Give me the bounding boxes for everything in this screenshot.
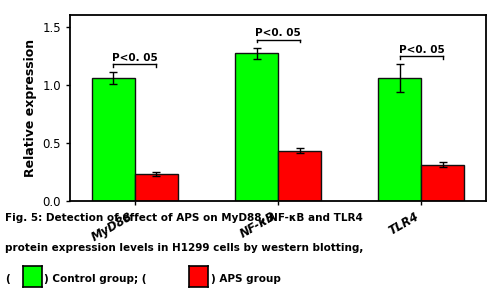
Bar	[235, 54, 278, 201]
Bar	[278, 151, 321, 201]
Bar	[92, 78, 135, 201]
Text: protein expression levels in H1299 cells by western blotting,: protein expression levels in H1299 cells…	[5, 243, 363, 253]
Text: P<0. 05: P<0. 05	[255, 28, 301, 38]
Bar	[135, 174, 178, 201]
Text: P<0. 05: P<0. 05	[399, 45, 444, 55]
Text: P<0. 05: P<0. 05	[112, 53, 157, 63]
Text: Fig. 5: Detection of effect of APS on MyD88, NF-κB and TLR4: Fig. 5: Detection of effect of APS on My…	[5, 213, 363, 223]
Y-axis label: Relative expression: Relative expression	[24, 39, 37, 177]
Text: ) Control group; (: ) Control group; (	[44, 274, 147, 284]
Bar	[378, 78, 421, 201]
Text: (: (	[5, 274, 10, 284]
Text: ) APS group: ) APS group	[211, 274, 281, 284]
Bar	[421, 165, 464, 201]
